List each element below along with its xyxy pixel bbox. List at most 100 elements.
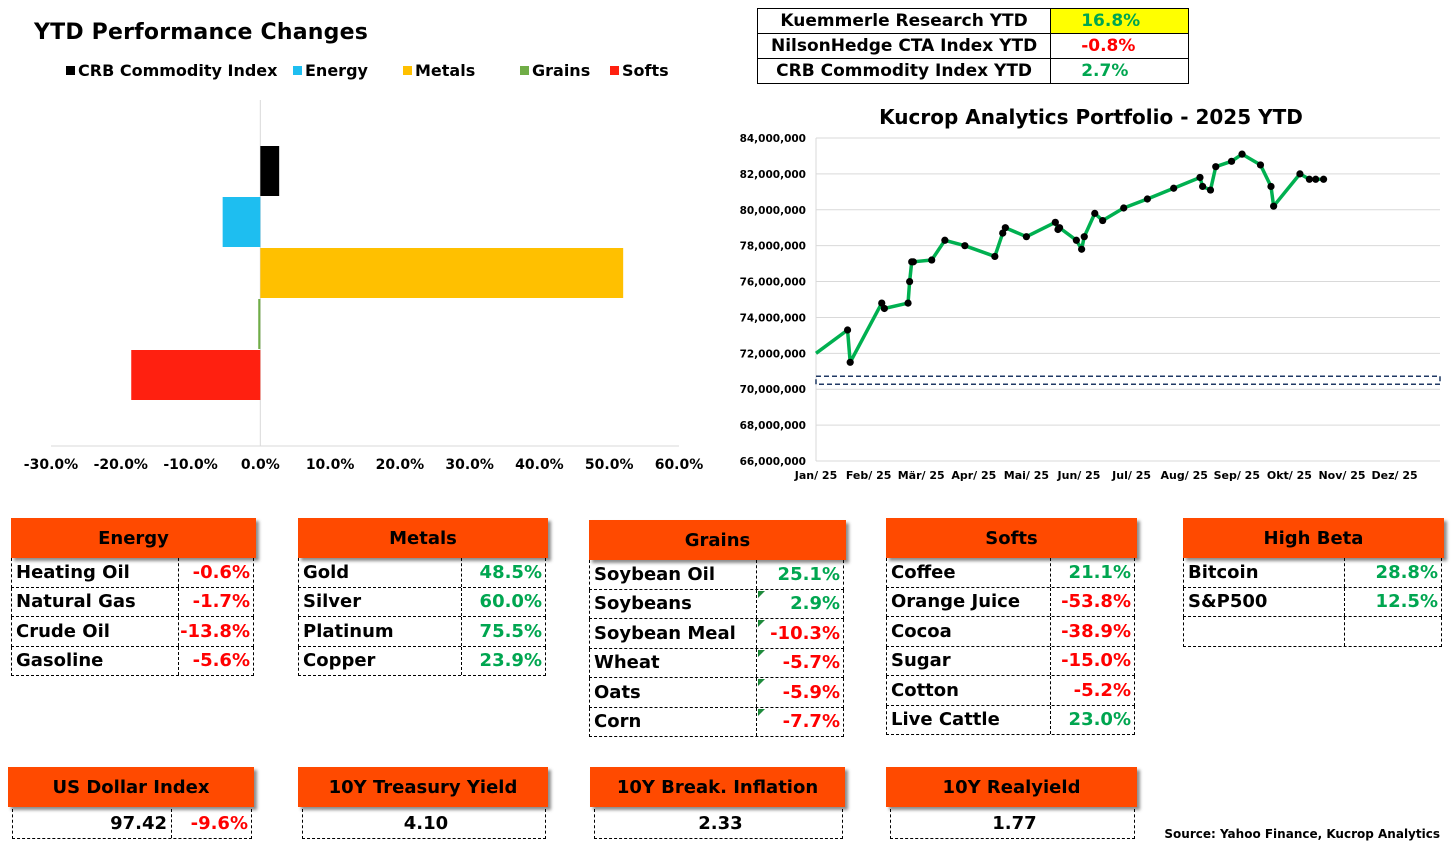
line-y-tick-label: 66,000,000 <box>740 456 806 468</box>
row-label: Copper <box>303 650 376 672</box>
indicator-value: 2.33 <box>698 812 743 834</box>
comment-marker-icon <box>758 649 765 657</box>
line-point <box>1305 175 1313 183</box>
table-row: Gasoline -5.6% <box>11 646 254 676</box>
indicator-row: 4.10 <box>302 809 546 839</box>
row-label: Soybeans <box>594 593 692 615</box>
row-label: Silver <box>303 591 362 613</box>
bar-grains <box>258 299 261 349</box>
line-y-tick-label: 76,000,000 <box>740 277 806 289</box>
table-row: Soybean Meal -10.3% <box>589 619 844 649</box>
row-value: 12.5% <box>1344 587 1441 616</box>
row-value: 28.8% <box>1344 558 1441 587</box>
legend-item: Energy <box>293 61 368 80</box>
comment-marker-icon <box>758 708 765 716</box>
indicator-value: 1.77 <box>992 812 1037 834</box>
line-point <box>1022 233 1030 241</box>
line-point <box>1091 209 1099 217</box>
row-label: Bitcoin <box>1188 561 1259 583</box>
table-row: Soybeans 2.9% <box>589 589 844 619</box>
bar-x-tick-label: 30.0% <box>445 457 494 473</box>
bar-crb-commodity-index <box>260 146 280 196</box>
line-point <box>1256 161 1265 169</box>
line-point <box>1312 175 1320 183</box>
group-header: Energy <box>11 518 256 558</box>
line-x-tick-label: Okt/ 25 <box>1267 469 1312 482</box>
indicator-row: 1.77 <box>890 809 1135 839</box>
table-row: Oats -5.9% <box>589 678 844 708</box>
line-point <box>1238 150 1246 158</box>
line-point <box>1080 233 1088 241</box>
row-value: 25.1% <box>756 560 843 589</box>
bar-x-tick-label: -20.0% <box>94 457 148 473</box>
legend-item: Softs <box>610 61 669 80</box>
row-label: Cotton <box>891 679 959 701</box>
table-row: Bitcoin 28.8% <box>1183 558 1442 588</box>
comment-marker-icon <box>758 679 765 686</box>
row-label: Live Cattle <box>891 709 1000 731</box>
row-label: Oats <box>594 681 641 703</box>
bar-softs <box>131 350 261 400</box>
line-x-tick-label: Feb/ 25 <box>846 469 892 482</box>
bar-metals <box>260 248 624 298</box>
row-label: Natural Gas <box>16 591 136 613</box>
ytd-value: 16.8% <box>1050 8 1189 34</box>
legend-label: Metals <box>415 61 476 80</box>
legend-swatch <box>66 66 75 75</box>
table-row: Natural Gas -1.7% <box>11 587 254 617</box>
line-x-tick-label: Nov/ 25 <box>1318 469 1365 482</box>
line-point <box>1120 204 1128 212</box>
line-point <box>1001 224 1009 232</box>
row-value: 75.5% <box>461 617 545 646</box>
bar-chart-title: YTD Performance Changes <box>34 20 369 45</box>
row-value: -1.7% <box>178 587 253 616</box>
legend-label: CRB Commodity Index <box>78 61 278 80</box>
line-x-tick-label: Sep/ 25 <box>1214 469 1260 482</box>
table-row: Crude Oil -13.8% <box>11 617 254 647</box>
row-value <box>1344 617 1441 646</box>
line-x-tick-label: Jun/ 25 <box>1057 469 1101 482</box>
group-rows: Gold 48.5% Silver 60.0% Platinum 75.5% Copper 2… <box>298 558 546 676</box>
line-point <box>846 358 854 366</box>
bar-x-tick-label: 60.0% <box>655 457 704 473</box>
row-value: -15.0% <box>1050 646 1134 675</box>
row-value: 21.1% <box>1050 558 1134 587</box>
line-point <box>1051 218 1059 226</box>
comment-marker-icon <box>758 590 765 598</box>
indicator-header: US Dollar Index <box>8 767 254 807</box>
comment-marker-icon <box>758 620 765 627</box>
legend-item: CRB Commodity Index <box>66 61 277 80</box>
table-row: Soybean Oil 25.1% <box>589 560 844 590</box>
bar-x-tick-label: 40.0% <box>515 457 564 473</box>
table-row: Silver 60.0% <box>298 587 546 617</box>
bar-x-tick-label: 10.0% <box>306 457 355 473</box>
group-header: High Beta <box>1183 518 1444 558</box>
line-point <box>1072 236 1080 244</box>
indicator-rows: 4.10 <box>302 809 546 839</box>
legend-swatch <box>293 66 302 75</box>
line-y-tick-label: 74,000,000 <box>740 312 806 324</box>
line-y-tick-label: 80,000,000 <box>740 205 806 217</box>
legend-item: Grains <box>520 61 590 80</box>
row-value: -7.7% <box>756 707 843 736</box>
table-row: Copper 23.9% <box>298 646 546 676</box>
row-label: Gasoline <box>16 650 104 672</box>
line-baseline <box>815 375 1441 385</box>
line-point <box>928 256 936 264</box>
line-y-tick-label: 72,000,000 <box>740 348 806 360</box>
line-point <box>1212 163 1220 171</box>
line-point <box>906 277 914 286</box>
line-point <box>1078 245 1086 253</box>
line-y-tick-label: 84,000,000 <box>740 133 806 145</box>
bar-x-tick-label: 0.0% <box>241 457 280 473</box>
ytd-summary-table: Kuemmerle Research YTD 16.8% NilsonHedge C… <box>756 8 1189 84</box>
indicator-header: 10Y Realyield <box>886 767 1137 807</box>
table-row: Corn -7.7% <box>589 707 844 737</box>
row-label <box>1184 617 1344 646</box>
indicator-row: 97.42 -9.6% <box>12 809 252 839</box>
legend-label: Energy <box>305 61 368 80</box>
line-x-tick-label: Aug/ 25 <box>1161 469 1208 482</box>
line-point <box>1196 173 1204 182</box>
row-value: -53.8% <box>1050 587 1134 616</box>
table-row: Sugar -15.0% <box>886 646 1135 676</box>
